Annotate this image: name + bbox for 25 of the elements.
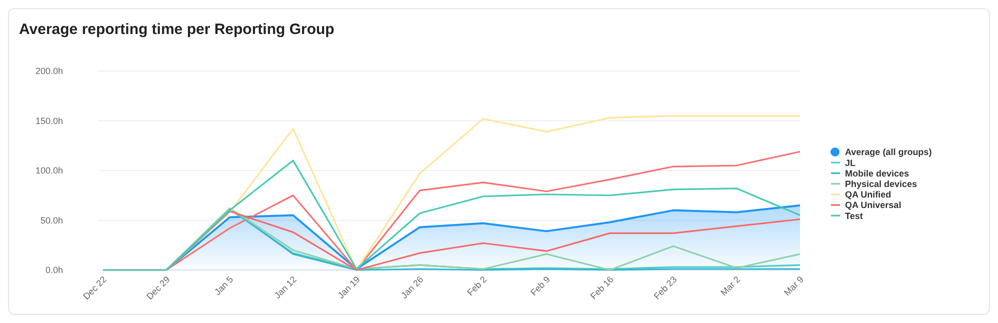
y-tick-label: 150.0h xyxy=(35,116,63,126)
y-tick-label: 100.0h xyxy=(35,166,63,176)
y-tick-label: 0.0h xyxy=(45,265,63,276)
x-tick-label: Mar 2 xyxy=(718,274,742,298)
y-tick-label: 200.0h xyxy=(35,66,63,76)
x-tick-label: Jan 19 xyxy=(336,274,362,301)
y-tick-label: 50.0h xyxy=(40,215,63,226)
x-tick-label: Feb 2 xyxy=(465,274,489,298)
x-tick-label: Feb 9 xyxy=(528,274,552,298)
x-tick-label: Dec 22 xyxy=(81,274,108,302)
legend-label: QA Unified xyxy=(845,190,892,200)
x-tick-label: Jan 12 xyxy=(272,274,299,301)
x-tick-label: Jan 26 xyxy=(399,274,426,301)
chart-title: Average reporting time per Reporting Group xyxy=(19,21,334,38)
x-tick-label: Dec 29 xyxy=(144,274,172,302)
legend-label: Mobile devices xyxy=(845,168,910,178)
legend-label: JL xyxy=(845,158,856,168)
x-tick-label: Feb 16 xyxy=(588,274,616,302)
x-tick-label: Jan 5 xyxy=(212,274,236,297)
legend-label: Physical devices xyxy=(845,178,918,189)
legend-label: QA Universal xyxy=(845,200,902,210)
x-tick-label: Feb 23 xyxy=(652,274,679,302)
legend-label: Test xyxy=(845,210,863,221)
legend-label: Average (all groups) xyxy=(845,147,932,158)
x-tick-label: Mar 9 xyxy=(782,274,806,298)
